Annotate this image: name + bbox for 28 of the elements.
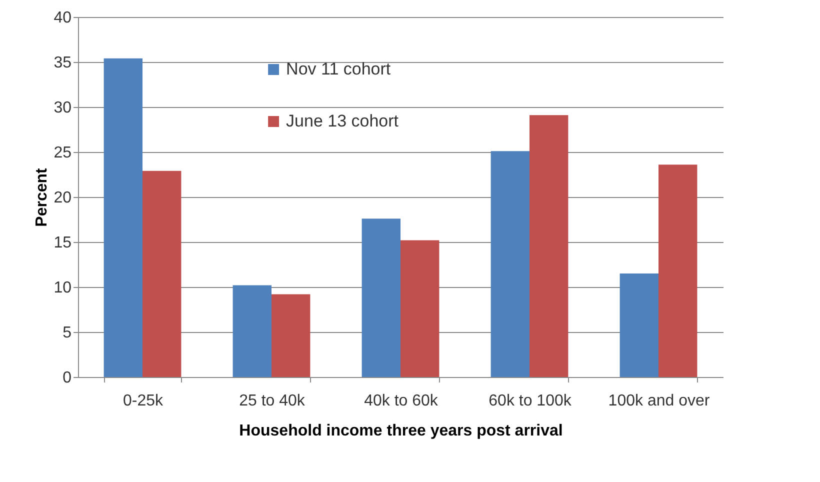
- legend-label: Nov 11 cohort: [286, 60, 391, 78]
- bar: [530, 115, 568, 377]
- y-tick-label: 5: [62, 324, 72, 342]
- bar: [658, 164, 698, 377]
- y-tick-label: 30: [54, 100, 72, 116]
- y-tick-label: 0: [62, 370, 72, 386]
- y-tick-label: 20: [54, 190, 72, 206]
- x-axis-title: Household income three years post arrival: [239, 422, 563, 440]
- bar: [490, 151, 530, 377]
- legend-label: June 13 cohort: [286, 112, 399, 130]
- x-tick-label: 40k to 60k: [364, 392, 439, 410]
- bar: [142, 170, 182, 377]
- x-tick-label: 100k and over: [608, 392, 710, 410]
- y-tick-label: 40: [54, 10, 72, 26]
- bar: [362, 218, 400, 377]
- y-tick-label: 25: [54, 144, 72, 162]
- bar: [272, 294, 310, 377]
- x-tick-label: 25 to 40k: [239, 392, 306, 410]
- y-axis-title: Percent: [34, 167, 51, 227]
- bar: [400, 240, 440, 377]
- y-tick-label: 15: [54, 234, 72, 252]
- bar: [232, 285, 272, 377]
- y-tick-label: 35: [54, 54, 72, 72]
- x-tick-label: 0-25k: [122, 392, 164, 410]
- y-tick-label: 10: [54, 280, 72, 296]
- x-tick-label: 60k to 100k: [488, 392, 572, 410]
- bar: [104, 58, 142, 377]
- bar: [620, 274, 658, 377]
